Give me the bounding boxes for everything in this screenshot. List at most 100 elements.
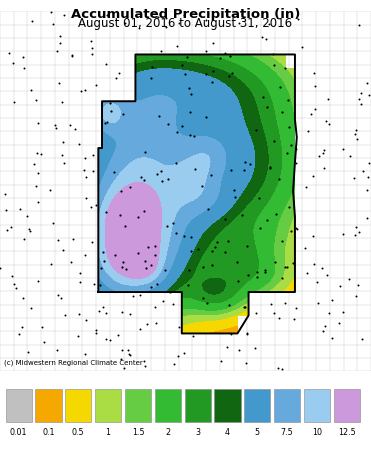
Point (355, 282, 361, 289)
Point (6, 50, 12, 57)
Point (236, 346, 242, 354)
Point (163, 24, 169, 31)
Point (322, 323, 328, 330)
Point (324, 271, 330, 279)
Point (82, 154, 88, 162)
Point (121, 258, 127, 265)
Point (295, 15, 301, 22)
Point (69, 53, 75, 60)
Point (188, 234, 194, 241)
Point (60, 247, 66, 254)
Bar (95, 389, 121, 422)
Point (119, 264, 125, 271)
Point (173, 160, 178, 167)
Point (253, 310, 259, 317)
Point (39, 324, 45, 331)
Point (260, 94, 266, 101)
Point (244, 243, 250, 250)
Point (244, 330, 250, 337)
Point (164, 222, 170, 229)
Point (90, 152, 96, 159)
Point (82, 351, 88, 358)
Point (100, 303, 106, 310)
Point (282, 65, 288, 72)
Point (138, 174, 144, 181)
Point (312, 261, 318, 268)
Point (210, 68, 216, 75)
Point (75, 333, 81, 340)
Text: August 01, 2016 to August 31, 2016: August 01, 2016 to August 31, 2016 (78, 17, 293, 30)
Text: 1: 1 (106, 428, 111, 437)
Point (42, 338, 47, 346)
Point (239, 8, 245, 15)
Point (107, 100, 113, 107)
Point (88, 37, 94, 45)
Point (176, 324, 182, 331)
Point (243, 359, 249, 366)
Point (127, 184, 132, 191)
Point (227, 53, 233, 60)
Point (37, 150, 43, 157)
Point (106, 336, 112, 343)
Point (293, 159, 299, 166)
Point (2, 190, 8, 198)
Point (191, 132, 197, 140)
Point (170, 301, 176, 308)
Point (77, 278, 83, 285)
Point (61, 11, 67, 18)
Point (276, 176, 282, 183)
Point (122, 223, 128, 230)
Point (286, 203, 292, 210)
Point (181, 12, 187, 19)
Point (50, 20, 56, 27)
Point (262, 266, 267, 274)
Text: 0.01: 0.01 (10, 428, 27, 437)
Point (353, 292, 359, 300)
Point (313, 278, 319, 285)
Point (186, 266, 192, 273)
Point (305, 128, 311, 135)
Point (35, 198, 41, 205)
Text: (c) Midwestern Regional Climate Center: (c) Midwestern Regional Climate Center (4, 360, 142, 366)
Point (67, 121, 73, 128)
Point (293, 304, 299, 311)
Point (310, 172, 316, 180)
Point (20, 294, 26, 302)
Point (179, 62, 185, 69)
Point (55, 237, 60, 244)
Point (108, 108, 114, 115)
Point (222, 248, 228, 256)
Point (21, 235, 27, 243)
Point (236, 19, 242, 26)
Point (91, 281, 97, 288)
Point (263, 36, 269, 43)
Point (204, 300, 210, 307)
Point (119, 346, 125, 353)
Point (36, 169, 42, 176)
Point (293, 224, 299, 231)
Point (226, 301, 232, 308)
Point (279, 365, 285, 372)
Point (33, 97, 39, 104)
Point (366, 159, 371, 166)
Point (141, 357, 147, 364)
Point (135, 213, 141, 220)
Point (35, 119, 41, 126)
Point (3, 206, 9, 213)
Point (199, 182, 205, 189)
Point (364, 187, 370, 194)
Point (72, 126, 78, 133)
Point (282, 299, 288, 306)
Point (311, 70, 317, 77)
Bar (274, 389, 300, 422)
Point (93, 81, 99, 88)
Point (26, 226, 32, 233)
Point (316, 152, 322, 159)
Point (101, 258, 107, 265)
Point (170, 220, 176, 227)
Point (20, 53, 26, 60)
Point (206, 206, 211, 213)
Point (272, 61, 278, 68)
Point (76, 140, 82, 147)
Point (143, 264, 149, 271)
